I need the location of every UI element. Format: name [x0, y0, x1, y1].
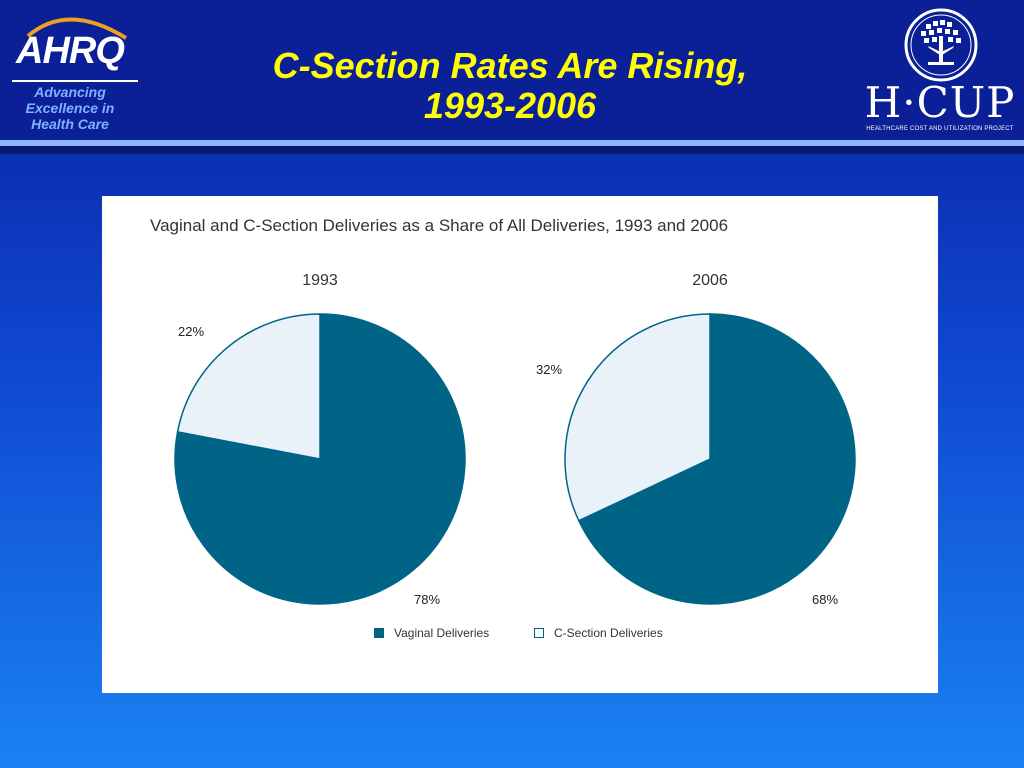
ahrq-divider — [12, 80, 138, 82]
ahrq-tagline-line1: Advancing — [34, 84, 106, 100]
ahrq-tagline-line2: Excellence in — [25, 100, 115, 116]
pie-title-1993: 1993 — [302, 272, 338, 289]
legend-swatch-csection — [534, 628, 544, 638]
pie-title-2006: 2006 — [692, 272, 728, 289]
chart-title: Vaginal and C-Section Deliveries as a Sh… — [150, 216, 729, 235]
ahrq-tagline: Advancing Excellence in Health Care — [8, 84, 132, 132]
slide-title-line2: 1993-2006 — [423, 85, 597, 126]
tree-seal-icon — [904, 8, 978, 82]
hcup-subtitle: HEALTHCARE COST AND UTILIZATION PROJECT — [866, 126, 1014, 132]
ahrq-swoosh-icon — [26, 17, 128, 40]
ahrq-tagline-line3: Health Care — [31, 116, 109, 132]
legend-label-vaginal: Vaginal Deliveries — [394, 626, 490, 640]
slide-title: C-Section Rates Are Rising, 1993-2006 — [200, 46, 820, 126]
slice-label-2006-vaginal: 68% — [812, 592, 839, 607]
ahrq-wordmark: AHRQ — [16, 30, 125, 72]
header-divider-light — [0, 140, 1024, 146]
header-divider-dark — [0, 146, 1024, 154]
slice-label-1993-csection: 22% — [178, 324, 205, 339]
slide-title-line1: C-Section Rates Are Rising, — [272, 45, 748, 86]
pie-slice-2006-csection — [564, 313, 711, 522]
hcup-logo: H·CUP HEALTHCARE COST AND UTILIZATION PR… — [862, 8, 1018, 136]
pie-charts — [174, 313, 856, 605]
slice-label-1993-vaginal: 78% — [414, 592, 441, 607]
hcup-wordmark: H·CUP — [864, 78, 1016, 127]
legend-swatch-vaginal — [374, 628, 384, 638]
ahrq-logo: AHRQ Advancing Excellence in Health Care — [8, 8, 138, 133]
slice-label-2006-csection: 32% — [536, 362, 563, 377]
legend-label-csection: C-Section Deliveries — [554, 626, 663, 640]
slide-header — [0, 0, 1024, 142]
pie-slice-1993-csection — [176, 313, 321, 460]
chart-panel: Vaginal and C-Section Deliveries as a Sh… — [102, 196, 938, 693]
pie-slice-2006-vaginal — [577, 313, 856, 605]
